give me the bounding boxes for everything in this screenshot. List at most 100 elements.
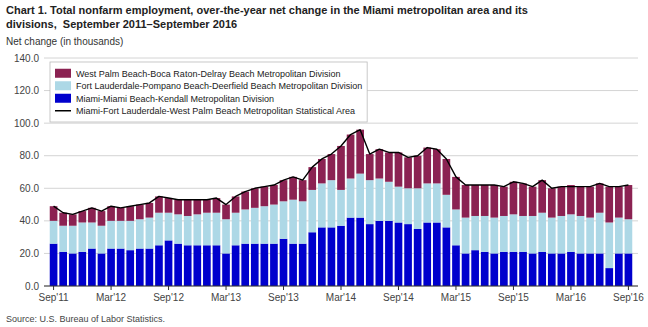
subtitle: divisions, September 2011–September 2016 bbox=[6, 18, 237, 30]
bar bbox=[452, 209, 460, 245]
y-tick-label: 80.0 bbox=[20, 150, 40, 161]
bar bbox=[567, 252, 575, 286]
y-tick-label: 20.0 bbox=[20, 248, 40, 259]
bar bbox=[356, 174, 364, 218]
bar bbox=[136, 205, 144, 220]
bar bbox=[251, 188, 259, 208]
bar bbox=[433, 183, 441, 222]
bar bbox=[78, 222, 86, 251]
bar bbox=[222, 205, 230, 220]
bar bbox=[462, 218, 470, 254]
y-tick-label: 60.0 bbox=[20, 183, 40, 194]
bar bbox=[174, 200, 182, 215]
x-tick bbox=[341, 286, 342, 290]
bar bbox=[328, 154, 336, 180]
bar bbox=[155, 245, 163, 286]
bar bbox=[347, 135, 355, 179]
bar bbox=[184, 216, 192, 245]
x-tick-label: Mar'13 bbox=[211, 292, 242, 303]
bar bbox=[414, 188, 422, 229]
y-tick-label: 140.0 bbox=[14, 53, 39, 64]
bar bbox=[174, 244, 182, 286]
bar bbox=[328, 180, 336, 227]
bar bbox=[165, 213, 173, 241]
bar bbox=[538, 213, 546, 252]
bar bbox=[548, 253, 556, 286]
total-line bbox=[54, 130, 629, 215]
bar bbox=[366, 180, 374, 224]
bar bbox=[213, 213, 221, 246]
legend-label: West Palm Beach-Boca Raton-Delray Beach … bbox=[76, 69, 340, 79]
bar bbox=[289, 244, 297, 286]
bar bbox=[78, 211, 86, 222]
bar bbox=[289, 177, 297, 200]
x-tick bbox=[283, 286, 284, 290]
bar bbox=[241, 244, 249, 286]
bar bbox=[280, 239, 288, 286]
bar bbox=[404, 224, 412, 286]
bar bbox=[270, 244, 278, 286]
legend-swatch bbox=[55, 110, 71, 112]
bar bbox=[69, 214, 77, 225]
bar bbox=[318, 227, 326, 286]
bar bbox=[193, 214, 201, 245]
bar bbox=[107, 221, 115, 249]
bar bbox=[538, 252, 546, 286]
x-tick-label: Sep'13 bbox=[268, 292, 299, 303]
bar bbox=[261, 187, 269, 207]
bar bbox=[98, 211, 106, 226]
bar bbox=[452, 177, 460, 210]
bar bbox=[59, 213, 67, 226]
bar bbox=[69, 253, 77, 286]
bar bbox=[538, 180, 546, 213]
bar bbox=[241, 192, 249, 210]
bar bbox=[423, 222, 431, 286]
bar bbox=[481, 252, 489, 286]
bar bbox=[146, 218, 154, 249]
bar bbox=[385, 182, 393, 221]
bar bbox=[50, 221, 58, 244]
y-axis-label: Net change (in thousands) bbox=[6, 36, 123, 47]
bar bbox=[213, 245, 221, 286]
bar bbox=[577, 187, 585, 216]
legend: West Palm Beach-Boca Raton-Delray Beach … bbox=[50, 62, 367, 122]
bar bbox=[471, 216, 479, 250]
legend-swatch bbox=[55, 94, 71, 103]
bar bbox=[203, 213, 211, 246]
bar bbox=[280, 201, 288, 238]
x-tick bbox=[398, 286, 399, 290]
legend-frame bbox=[50, 62, 367, 122]
bar bbox=[337, 146, 345, 190]
bar bbox=[433, 149, 441, 183]
bar bbox=[107, 249, 115, 286]
bar bbox=[510, 182, 518, 215]
x-tick-label: Sep'11 bbox=[39, 292, 70, 303]
bar bbox=[193, 245, 201, 286]
bar bbox=[299, 244, 307, 286]
bar bbox=[605, 187, 613, 223]
y-tick-label: 120.0 bbox=[14, 85, 39, 96]
bar bbox=[615, 253, 623, 286]
bar bbox=[423, 183, 431, 222]
bar bbox=[471, 250, 479, 286]
legend-swatch bbox=[55, 81, 71, 90]
y-tick-label: 0.0 bbox=[25, 281, 39, 292]
bar bbox=[605, 222, 613, 268]
x-tick bbox=[111, 286, 112, 290]
bar bbox=[510, 214, 518, 251]
x-tick-label: Sep'14 bbox=[383, 292, 414, 303]
bar bbox=[519, 252, 527, 286]
bar bbox=[433, 222, 441, 286]
bar bbox=[69, 226, 77, 254]
bar bbox=[548, 218, 556, 254]
bar bbox=[193, 200, 201, 215]
bar bbox=[500, 216, 508, 252]
bar bbox=[395, 222, 403, 286]
x-tick-label: Mar'15 bbox=[441, 292, 472, 303]
bar bbox=[232, 245, 240, 286]
source-note: Source: U.S. Bureau of Labor Statistics. bbox=[6, 314, 165, 324]
bar bbox=[567, 214, 575, 251]
bar bbox=[136, 219, 144, 248]
bar bbox=[577, 216, 585, 253]
bar bbox=[510, 252, 518, 286]
